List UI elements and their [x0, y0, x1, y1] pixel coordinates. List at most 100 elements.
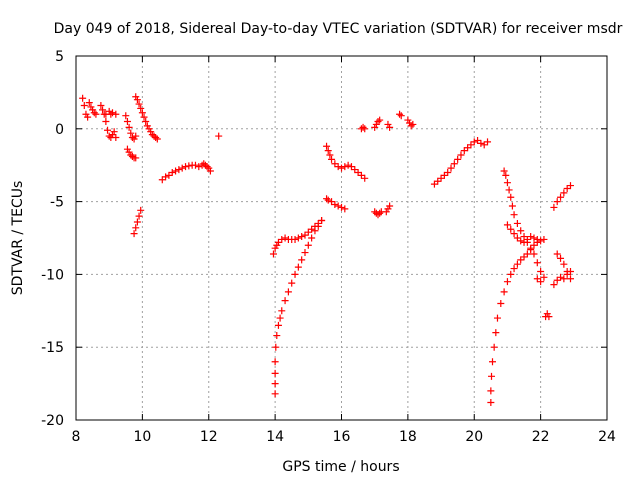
- data-point: [191, 161, 199, 169]
- data-points: [79, 93, 574, 407]
- data-point: [272, 343, 280, 351]
- series-arc-q: [371, 208, 385, 219]
- data-point: [135, 212, 143, 220]
- data-point: [500, 167, 508, 175]
- data-point: [513, 260, 521, 268]
- data-point: [112, 134, 120, 142]
- data-point: [566, 182, 574, 190]
- y-axis-label: SDTVAR / TECUs: [10, 181, 26, 296]
- data-point: [510, 230, 518, 238]
- data-point: [407, 122, 415, 130]
- data-point: [294, 263, 302, 271]
- series-arc-ab: [550, 182, 574, 211]
- data-point: [109, 109, 117, 117]
- data-point: [344, 161, 352, 169]
- series-arc-h: [158, 161, 203, 184]
- x-tick-label: 12: [200, 429, 218, 445]
- data-point: [132, 154, 140, 162]
- data-point: [489, 358, 497, 366]
- data-point: [334, 163, 342, 171]
- data-point: [502, 171, 510, 179]
- data-point: [137, 104, 145, 112]
- data-point: [487, 387, 495, 395]
- data-point: [557, 254, 565, 262]
- data-point: [530, 250, 538, 258]
- data-point: [133, 96, 141, 104]
- data-point: [507, 193, 515, 201]
- data-point: [271, 380, 279, 388]
- data-point: [162, 173, 170, 181]
- data-point: [175, 166, 183, 174]
- data-point: [142, 118, 150, 126]
- data-point: [487, 399, 495, 407]
- data-point: [294, 234, 302, 242]
- data-point: [530, 234, 538, 242]
- data-point: [99, 106, 107, 114]
- data-point: [182, 163, 190, 171]
- series-arc-g: [130, 206, 145, 238]
- data-point: [537, 237, 545, 245]
- data-point: [386, 202, 394, 210]
- data-point: [527, 233, 535, 241]
- data-point: [269, 250, 277, 258]
- data-point: [454, 155, 462, 163]
- data-point: [79, 94, 87, 102]
- data-point: [140, 113, 148, 121]
- x-tick-label: 14: [266, 429, 284, 445]
- data-point: [80, 102, 88, 110]
- data-point: [185, 162, 193, 170]
- y-tick-label: 5: [55, 49, 64, 65]
- data-point: [477, 139, 485, 147]
- data-point: [550, 281, 558, 289]
- data-point: [298, 256, 306, 264]
- series-arc-c: [102, 107, 120, 118]
- data-point: [172, 167, 180, 175]
- data-point: [374, 118, 382, 126]
- data-point: [281, 297, 289, 305]
- x-tick-label: 8: [72, 429, 81, 445]
- data-point: [133, 218, 141, 226]
- data-point: [137, 206, 145, 214]
- axis-ticks: 8 10 12 14 16 18 20 22 24 5 0 -5 -10 -15 -20: [41, 49, 616, 445]
- data-point: [318, 217, 326, 225]
- x-tick-label: 24: [598, 429, 616, 445]
- data-point: [533, 235, 541, 243]
- data-point: [128, 134, 136, 142]
- x-axis-label: GPS time / hours: [282, 459, 399, 475]
- series-arc-u: [404, 116, 417, 130]
- data-point: [122, 112, 130, 120]
- data-point: [386, 123, 394, 131]
- data-point: [128, 152, 136, 160]
- data-point: [447, 164, 455, 172]
- data-point: [324, 147, 332, 155]
- data-point: [527, 244, 535, 252]
- data-point: [553, 198, 561, 206]
- data-point: [92, 110, 100, 118]
- series-arc-b: [97, 102, 120, 142]
- data-point: [127, 129, 135, 137]
- data-point: [130, 230, 138, 238]
- series-arc-v: [430, 136, 492, 188]
- y-tick-label: 0: [55, 122, 64, 138]
- data-point: [132, 132, 140, 140]
- data-point: [278, 307, 286, 315]
- data-point: [85, 99, 93, 107]
- data-point: [507, 225, 515, 233]
- data-point: [508, 202, 516, 210]
- data-point: [328, 155, 336, 163]
- series-arc-l: [269, 217, 326, 258]
- data-point: [493, 314, 501, 322]
- data-point: [271, 390, 279, 398]
- x-tick-label: 16: [333, 429, 351, 445]
- data-point: [338, 203, 345, 211]
- data-point: [537, 267, 545, 275]
- data-point: [308, 234, 316, 242]
- data-point: [326, 151, 334, 159]
- series-arc-k: [271, 217, 326, 398]
- y-tick-label: -5: [50, 195, 64, 211]
- data-point: [396, 110, 404, 118]
- data-point: [497, 300, 505, 308]
- series-arc-d: [122, 112, 140, 143]
- series-arc-w: [487, 238, 541, 407]
